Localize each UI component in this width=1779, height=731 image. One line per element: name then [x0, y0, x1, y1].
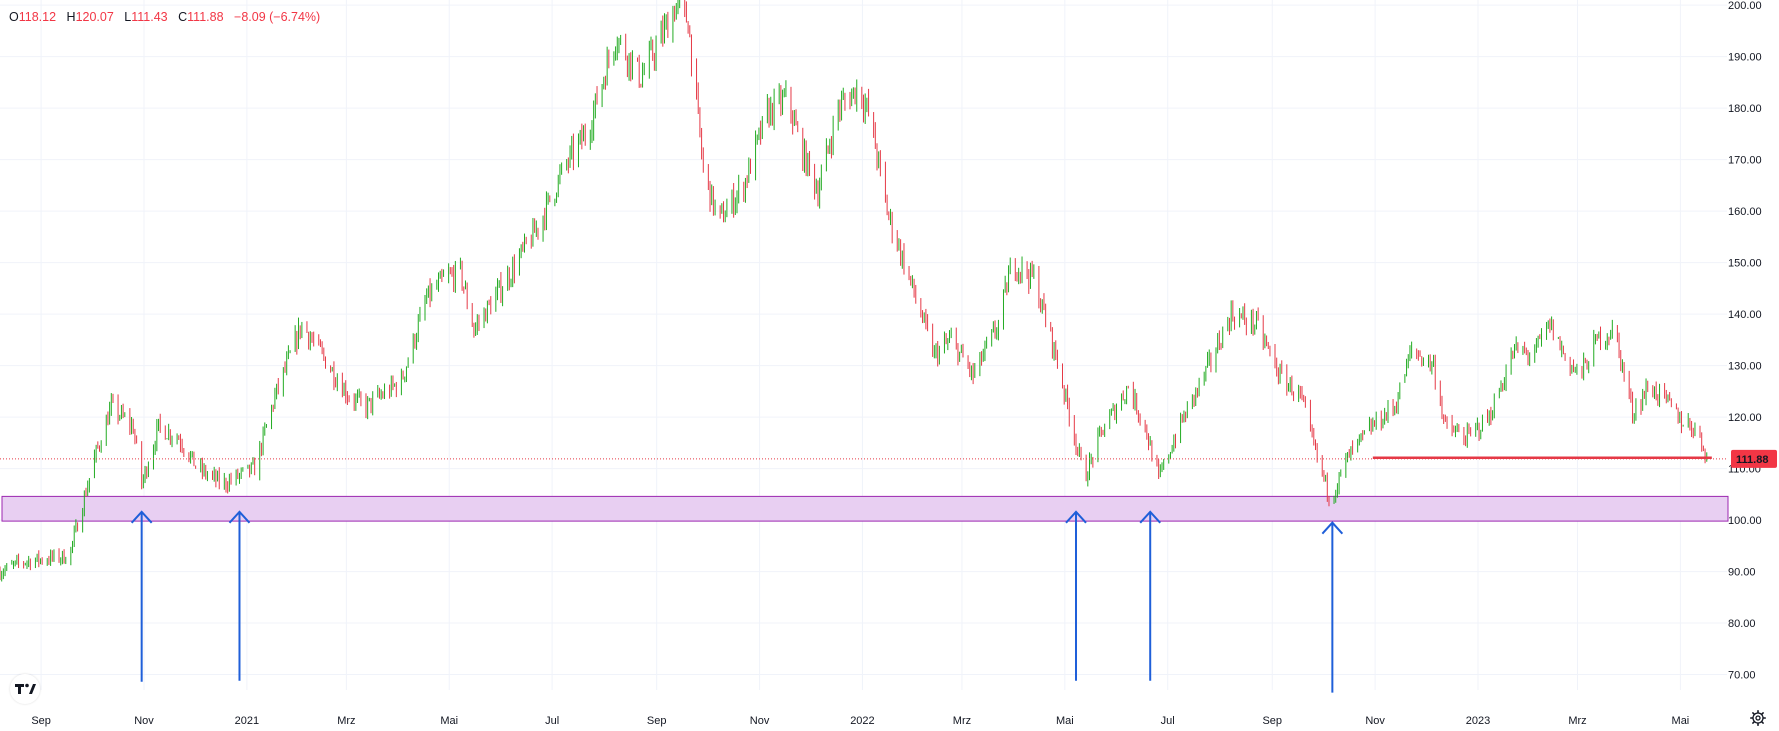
change-value: −8.09 (−6.74%): [234, 10, 321, 24]
y-tick-label: 70.00: [1728, 670, 1756, 682]
settings-gear-icon[interactable]: [1750, 710, 1766, 726]
ohlc-legend: O118.12 H120.07 L111.43 C111.88 −8.09 (−…: [9, 10, 327, 24]
y-tick-label: 170.00: [1728, 155, 1762, 167]
support-zone[interactable]: [1, 495, 1729, 522]
y-tick-label: 140.00: [1728, 309, 1762, 321]
support-zone-rect[interactable]: [1, 495, 1729, 522]
x-tick-label: 2023: [1466, 715, 1490, 727]
x-tick-label: Mai: [1056, 715, 1074, 727]
tradingview-logo-icon: [15, 683, 36, 694]
x-tick-label: 2021: [235, 715, 259, 727]
x-tick-label: Nov: [750, 715, 770, 727]
y-tick-label: 150.00: [1728, 258, 1762, 270]
x-tick-label: Mrz: [953, 715, 971, 727]
y-tick-label: 190.00: [1728, 52, 1762, 64]
x-tick-label: Jul: [545, 715, 559, 727]
last-price-badge-text: 111.88: [1736, 454, 1768, 466]
x-tick-label: Mrz: [1568, 715, 1586, 727]
y-tick-label: 80.00: [1728, 618, 1756, 630]
x-tick-label: Mai: [440, 715, 458, 727]
arrow-head[interactable]: [1321, 521, 1344, 535]
y-tick-label: 160.00: [1728, 206, 1762, 218]
arrow-head[interactable]: [130, 510, 153, 524]
arrow-head[interactable]: [1065, 510, 1087, 524]
x-tick-label: Sep: [1262, 715, 1282, 727]
x-tick-label: Mai: [1672, 715, 1690, 727]
x-tick-label: Mrz: [337, 715, 355, 727]
y-tick-label: 180.00: [1728, 103, 1762, 115]
x-tick-label: Sep: [647, 715, 667, 727]
high-label: H: [66, 10, 76, 24]
close-label: C: [178, 10, 188, 24]
y-tick-label: 100.00: [1728, 515, 1762, 527]
arrow-head[interactable]: [228, 510, 251, 524]
tradingview-logo[interactable]: [10, 674, 40, 704]
support-arrows[interactable]: [130, 510, 1344, 693]
grid-lines: [0, 0, 1727, 690]
high-value: 120.07: [75, 10, 114, 24]
x-tick-label: Jul: [1161, 715, 1175, 727]
y-tick-label: 130.00: [1728, 361, 1762, 373]
low-value: 111.43: [131, 10, 168, 24]
x-tick-label: Sep: [31, 715, 51, 727]
arrow-head[interactable]: [1139, 510, 1161, 524]
open-value: 118.12: [18, 10, 57, 24]
low-label: L: [124, 10, 132, 24]
y-tick-label: 90.00: [1728, 567, 1756, 579]
time-axis[interactable]: Sep Nov 2021 Mrz Mai Jul Sep Nov 2022 Mrz Mai Jul Se…: [31, 715, 1689, 727]
open-label: O: [9, 10, 19, 24]
y-tick-label: 120.00: [1728, 412, 1762, 424]
x-tick-label: 2022: [850, 715, 874, 727]
y-tick-label: 200.00: [1728, 0, 1762, 12]
x-tick-label: Nov: [134, 715, 154, 727]
last-price-badge: 111.88: [1731, 449, 1777, 468]
close-value: 111.88: [187, 10, 224, 24]
x-tick-label: Nov: [1365, 715, 1385, 727]
price-bars: [0, 0, 1708, 582]
